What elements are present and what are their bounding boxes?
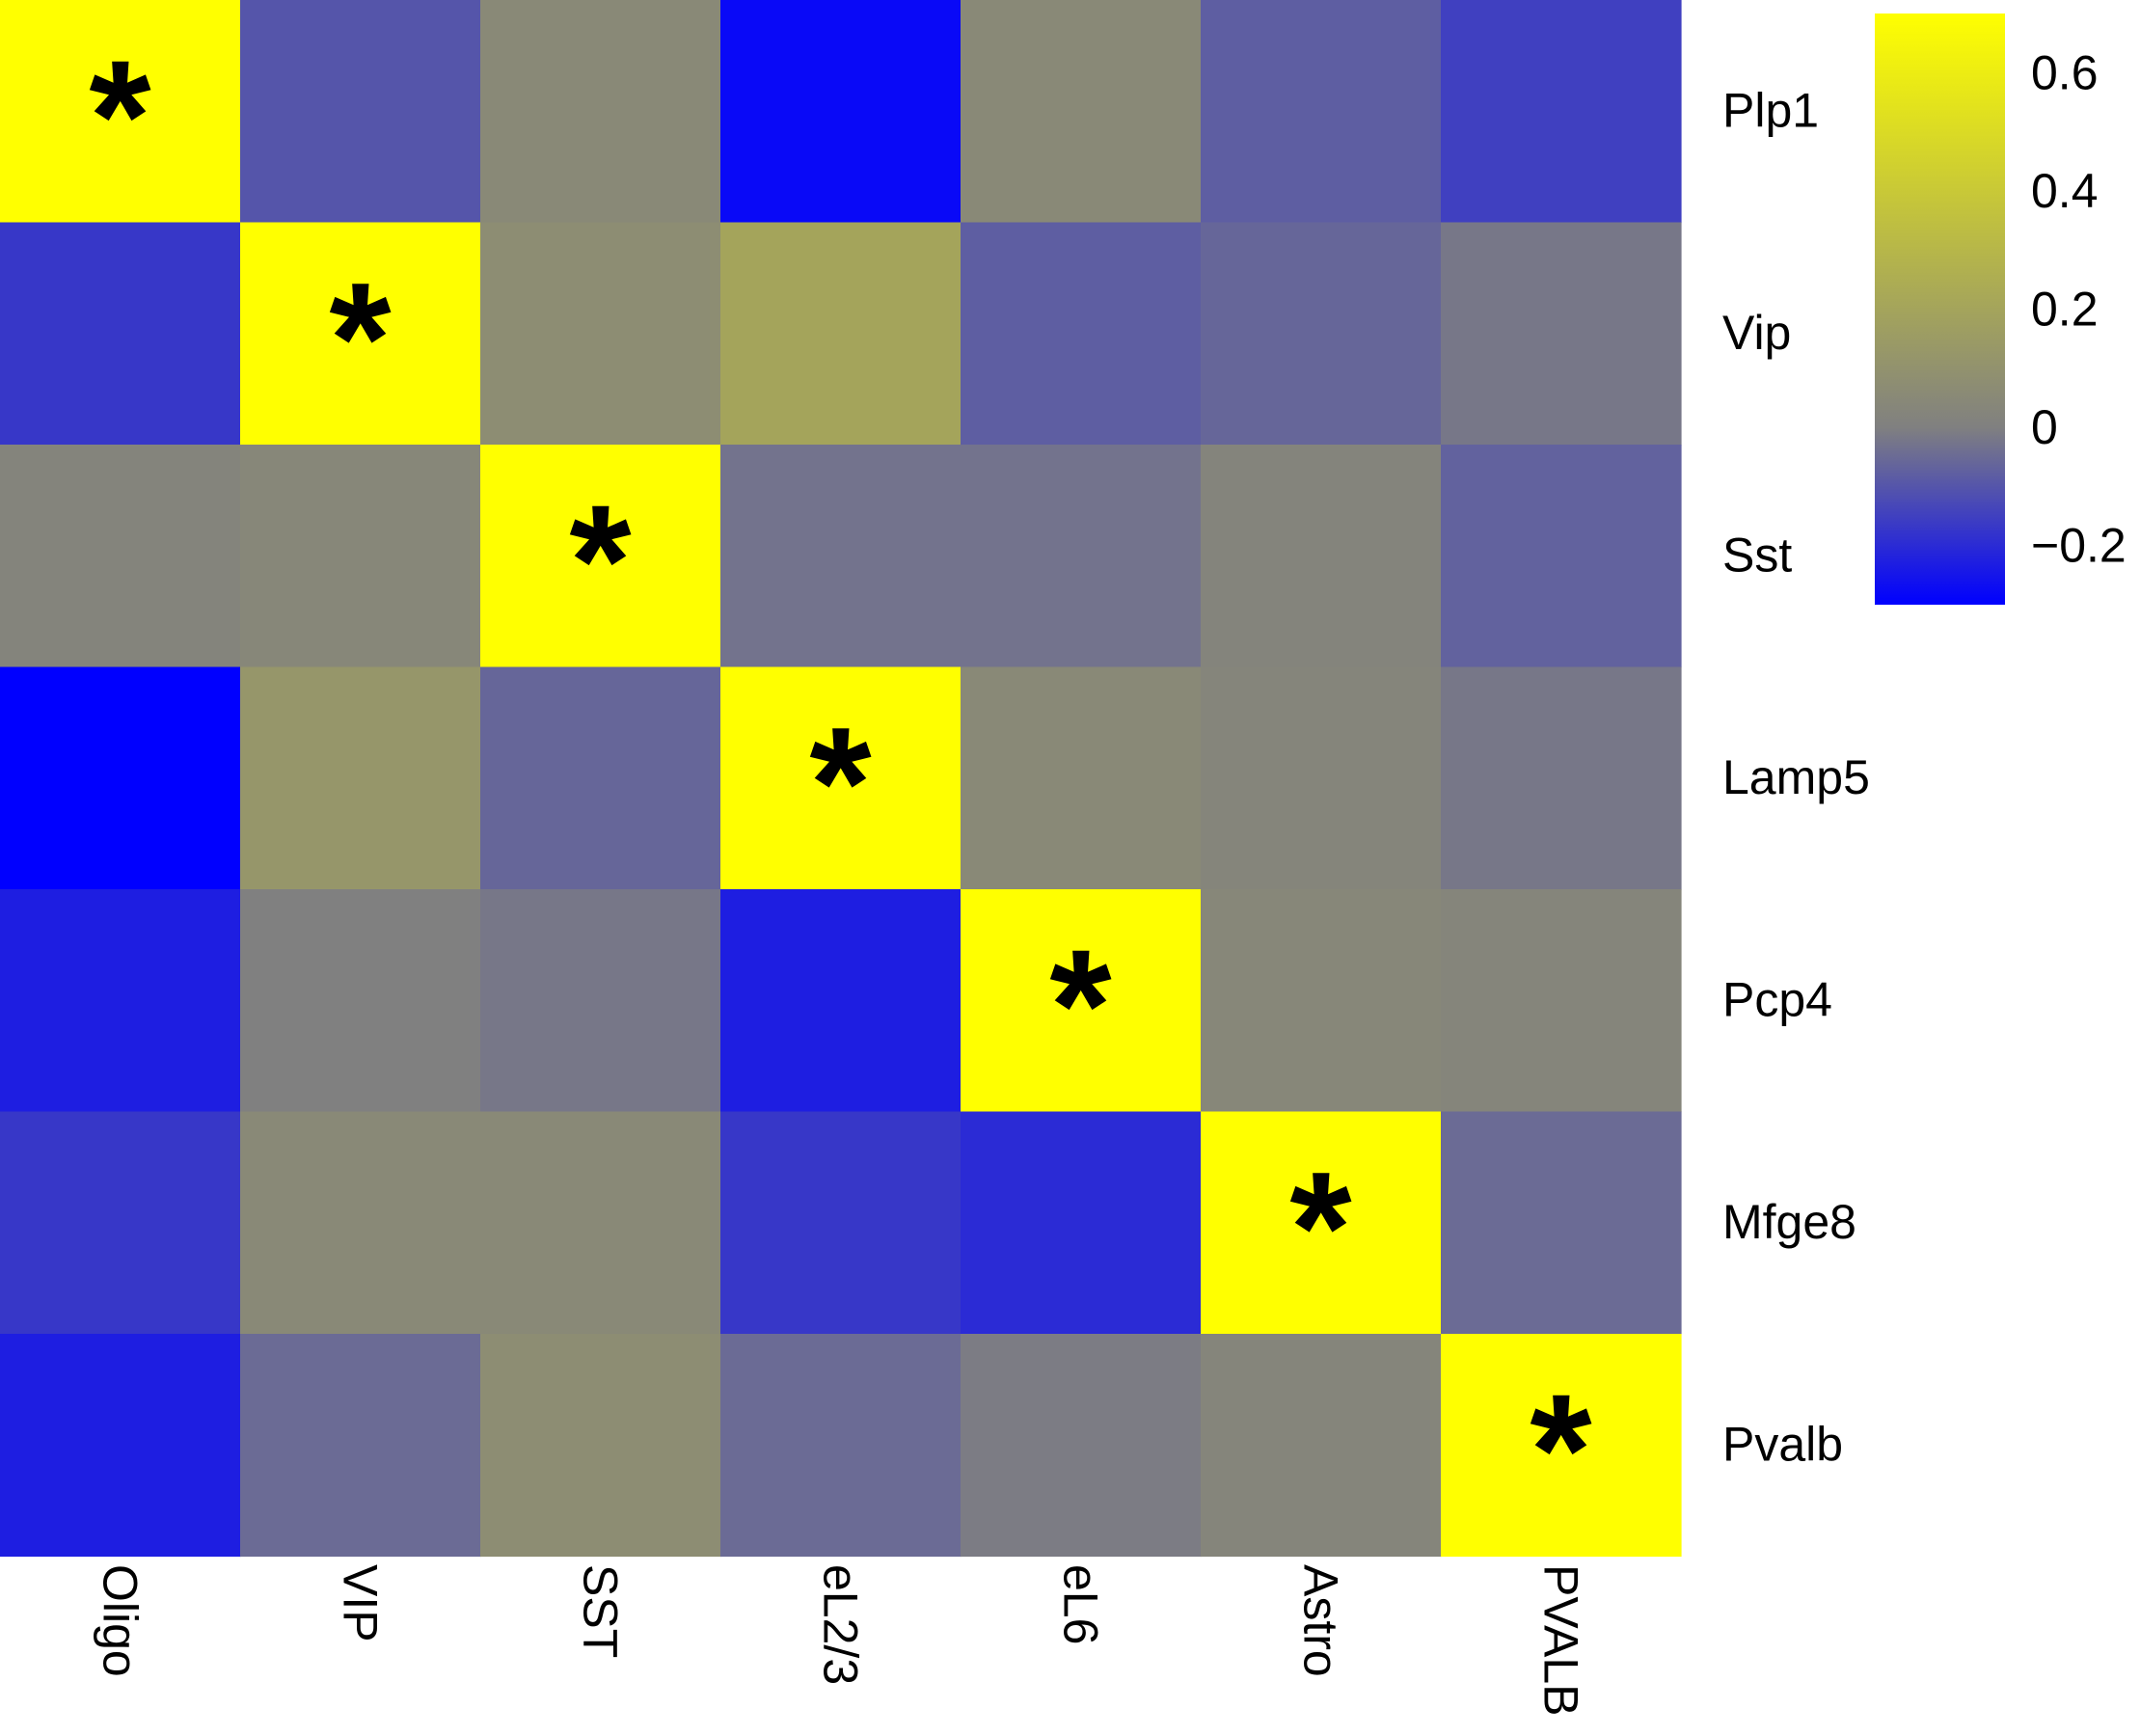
colorbar-gradient [1875, 14, 2005, 605]
heatmap-cell [480, 1111, 721, 1335]
heatmap-cell [0, 666, 241, 890]
row-label: Plp1 [1722, 83, 1819, 137]
heatmap-cell [720, 1334, 962, 1558]
row-label: Mfge8 [1722, 1195, 1856, 1249]
significance-marker: * [89, 27, 151, 204]
heatmap-cell [720, 889, 962, 1113]
heatmap-cell [1201, 222, 1442, 446]
column-labels: Oligo VIP SST eL2/3 eL6 Astro PVALB [94, 1564, 1588, 1717]
heatmap-cell [0, 1111, 241, 1335]
heatmap-cell [1201, 445, 1442, 668]
heatmap-cell [1201, 666, 1442, 890]
row-labels: Plp1 Vip Sst Lamp5 Pcp4 Mfge8 Pvalb [1722, 83, 1870, 1471]
significance-marker: * [329, 250, 392, 427]
heatmap-cell [1441, 666, 1682, 890]
row-label: Vip [1722, 306, 1791, 360]
colorbar [1875, 14, 2005, 605]
heatmap-cell [720, 0, 962, 224]
significance-marker: * [1289, 1139, 1352, 1316]
heatmap-cell [480, 222, 721, 446]
significance-marker: * [1049, 916, 1112, 1094]
heatmap-cell [961, 0, 1202, 224]
heatmap-cell [0, 0, 241, 224]
heatmap-cell [1201, 889, 1442, 1113]
heatmap-cell [240, 0, 481, 224]
heatmap-cell [0, 1334, 241, 1558]
heatmap-cell [240, 445, 481, 668]
heatmap-cell [240, 1111, 481, 1335]
row-label: Sst [1722, 528, 1792, 582]
column-label: Astro [1294, 1564, 1348, 1677]
heatmap-cell [240, 222, 481, 446]
heatmap-cell [720, 1111, 962, 1335]
significance-markers: * * * * * * * [89, 27, 1592, 1538]
significance-marker: * [569, 472, 632, 649]
heatmap-cell [0, 445, 241, 668]
heatmap-cell [961, 1334, 1202, 1558]
heatmap-cell [1201, 1334, 1442, 1558]
column-label: eL2/3 [814, 1564, 868, 1685]
heatmap-cell [480, 445, 721, 668]
row-label: Lamp5 [1722, 750, 1870, 804]
heatmap-cell [961, 445, 1202, 668]
column-label: SST [574, 1564, 628, 1658]
heatmap-cell [1441, 1111, 1682, 1335]
heatmap-cell [720, 445, 962, 668]
heatmap-cell [480, 666, 721, 890]
heatmap-cell [240, 666, 481, 890]
heatmap-cell [1441, 0, 1682, 224]
heatmap-cell [1441, 889, 1682, 1113]
heatmap-cell [240, 1334, 481, 1558]
heatmap-cell [0, 222, 241, 446]
heatmap-cell [961, 1111, 1202, 1335]
colorbar-tick-label: −0.2 [2031, 519, 2126, 573]
significance-marker: * [809, 694, 872, 872]
column-label: VIP [334, 1564, 388, 1642]
heatmap-cell [480, 0, 721, 224]
heatmap-cell [1441, 1334, 1682, 1558]
colorbar-tick-label: 0 [2031, 400, 2058, 454]
heatmap-cell [480, 889, 721, 1113]
heatmap-cell [1201, 0, 1442, 224]
column-label: Oligo [94, 1564, 148, 1677]
heatmap-cell [961, 666, 1202, 890]
colorbar-tick-label: 0.6 [2031, 45, 2099, 99]
heatmap-cell [961, 222, 1202, 446]
heatmap-cell [961, 889, 1202, 1113]
heatmap-cell [1441, 445, 1682, 668]
heatmap-cell [720, 666, 962, 890]
heatmap-cell [1441, 222, 1682, 446]
heatmap-cell [240, 889, 481, 1113]
heatmap-cell [720, 222, 962, 446]
heatmap-cell [1201, 1111, 1442, 1335]
column-label: PVALB [1534, 1564, 1588, 1717]
heatmap-cell [0, 889, 241, 1113]
row-label: Pvalb [1722, 1417, 1843, 1471]
heatmap-cell [480, 1334, 721, 1558]
heatmap-cells [0, 0, 1682, 1558]
column-label: eL6 [1054, 1564, 1108, 1644]
colorbar-tick-label: 0.2 [2031, 283, 2099, 337]
significance-marker: * [1530, 1361, 1592, 1538]
row-label: Pcp4 [1722, 972, 1832, 1026]
colorbar-tick-labels: 0.6 0.4 0.2 0 −0.2 [2031, 45, 2126, 572]
colorbar-tick-label: 0.4 [2031, 164, 2099, 218]
